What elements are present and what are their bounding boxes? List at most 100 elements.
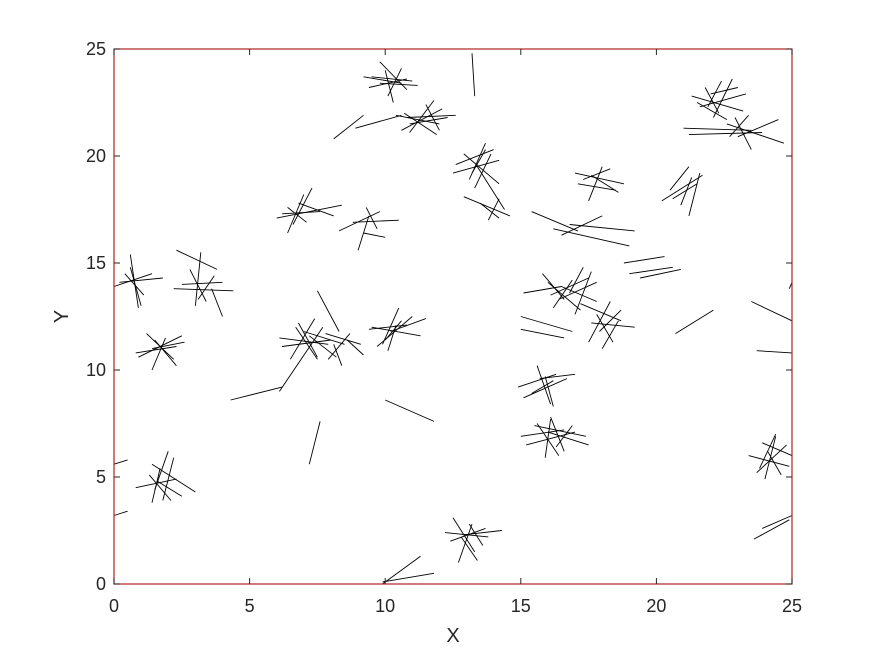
line-segment-105 <box>523 286 562 294</box>
line-segment-59 <box>287 207 307 223</box>
line-segment-14 <box>333 114 364 140</box>
line-segment-93 <box>346 339 364 356</box>
line-segment-16 <box>471 53 476 97</box>
y-axis-ticks: 0 5 10 15 20 25 <box>86 39 792 594</box>
x-tick-label-0: 0 <box>109 596 119 616</box>
line-segment-34 <box>588 166 603 202</box>
line-segment-152 <box>148 474 172 501</box>
line-segment-141 <box>756 350 793 354</box>
line-segment-36 <box>661 174 703 202</box>
line-segment-102 <box>390 318 427 332</box>
line-segment-3 <box>379 61 408 91</box>
y-tick-label-5: 5 <box>96 467 106 487</box>
line-segment-23 <box>463 196 511 217</box>
line-segment-94 <box>317 290 340 332</box>
line-segment-156 <box>135 478 177 489</box>
line-segment-30 <box>553 228 630 247</box>
line-segment-57 <box>298 202 334 217</box>
line-segment-158 <box>113 459 128 465</box>
line-segment-22 <box>477 166 505 210</box>
line-segment-113 <box>550 277 589 296</box>
line-segment-39 <box>688 172 701 217</box>
line-segment-21 <box>463 153 500 185</box>
line-segment-90 <box>325 333 361 345</box>
line-segment-81 <box>138 335 182 358</box>
line-segment-120 <box>520 316 573 332</box>
y-tick-label-25: 25 <box>86 39 106 59</box>
line-segment-87 <box>303 331 345 345</box>
line-segment-83 <box>279 337 329 345</box>
line-segment-118 <box>588 301 611 343</box>
line-segment-56 <box>292 187 313 225</box>
line-segment-19 <box>468 143 486 180</box>
line-segment-49 <box>688 132 763 136</box>
line-segment-7 <box>395 114 440 125</box>
line-segment-5 <box>387 68 402 97</box>
line-segment-89 <box>298 322 318 358</box>
line-segment-129 <box>526 431 576 446</box>
line-segment-165 <box>468 523 484 546</box>
line-segment-35 <box>577 183 616 191</box>
line-segment-136 <box>623 256 665 264</box>
line-segment-63 <box>363 232 386 238</box>
line-segment-96 <box>230 386 283 401</box>
line-segment-48 <box>683 127 752 131</box>
line-segment-46 <box>699 93 747 108</box>
line-segment-65 <box>119 277 163 283</box>
line-segment-91 <box>333 344 343 366</box>
line-segment-122 <box>517 373 557 388</box>
line-segment-41 <box>691 95 744 112</box>
line-segment-107 <box>547 281 581 311</box>
line-segment-74 <box>176 249 218 270</box>
line-segment-15 <box>355 114 402 129</box>
line-segment-154 <box>162 457 175 501</box>
line-segment-146 <box>762 442 793 457</box>
line-segment-13 <box>403 112 437 135</box>
line-segment-40 <box>669 166 690 191</box>
line-segment-4 <box>384 70 394 103</box>
line-segment-43 <box>704 87 720 114</box>
axes-frame <box>113 48 793 585</box>
line-segment-38 <box>680 177 693 206</box>
line-segment-164 <box>450 527 486 542</box>
line-segment-8 <box>401 108 443 131</box>
line-segment-47 <box>712 78 733 118</box>
line-segment-133 <box>555 425 573 448</box>
line-segment-0 <box>371 76 413 82</box>
line-segment-97 <box>308 421 321 465</box>
x-tick-label-20: 20 <box>646 596 666 616</box>
line-segment-108 <box>558 281 597 300</box>
line-segment-75 <box>194 252 202 306</box>
line-segment-50 <box>726 123 785 144</box>
line-segment-147 <box>759 434 777 469</box>
line-segment-134 <box>534 425 586 437</box>
line-segment-12 <box>409 117 448 125</box>
line-segment-31 <box>574 172 624 185</box>
line-segment-167 <box>382 572 435 583</box>
line-segment-51 <box>737 119 779 138</box>
line-segment-53 <box>729 115 749 137</box>
line-segment-131 <box>544 419 552 458</box>
line-segment-24 <box>479 202 500 219</box>
x-tick-label-5: 5 <box>245 596 255 616</box>
line-segment-111 <box>561 286 597 302</box>
x-tick-label-10: 10 <box>375 596 395 616</box>
line-segment-144 <box>764 436 777 480</box>
line-segment-27 <box>531 211 578 232</box>
line-segment-58 <box>276 204 342 219</box>
line-segment-29 <box>569 224 635 232</box>
line-segment-157 <box>151 468 161 503</box>
line-segment-121 <box>520 328 565 339</box>
line-segment-64 <box>365 207 378 230</box>
line-segment-88 <box>309 335 337 358</box>
line-segment-135 <box>550 416 565 452</box>
line-segment-85 <box>289 318 316 360</box>
line-segment-82 <box>151 341 185 350</box>
line-segment-6 <box>379 82 418 86</box>
line-segment-155 <box>151 463 196 493</box>
x-tick-label-25: 25 <box>782 596 802 616</box>
y-tick-label-20: 20 <box>86 146 106 166</box>
line-segment-71 <box>181 281 223 285</box>
